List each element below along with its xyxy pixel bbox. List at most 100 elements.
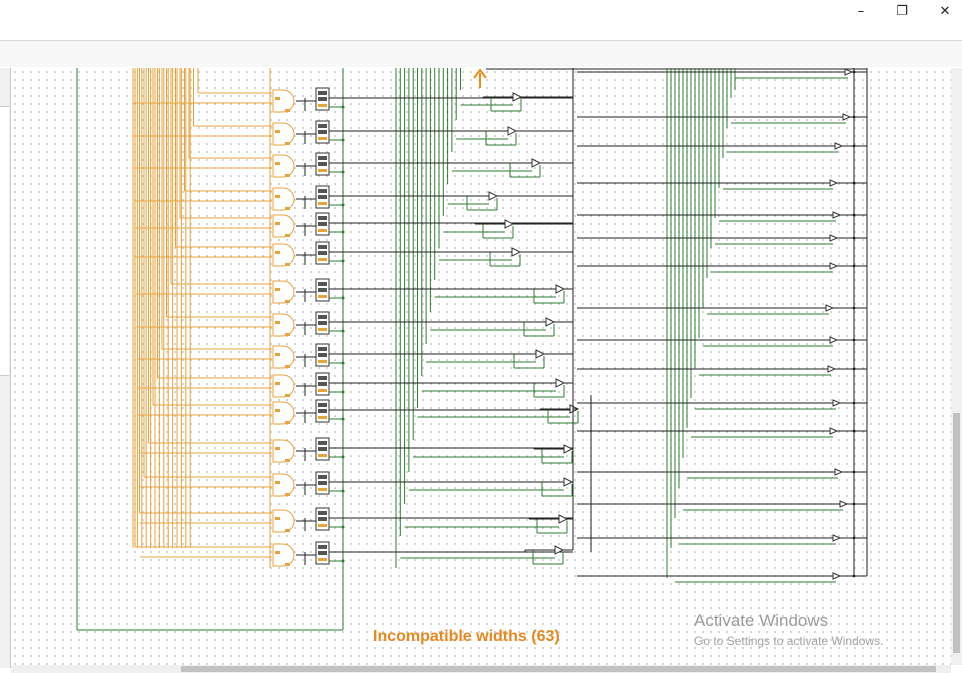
gate-pin-label [285,300,290,303]
register-bits [318,347,327,351]
tristate-buffer [512,92,523,102]
tristate-buffer [558,514,569,524]
gate-pin-label [275,409,280,412]
register-label [318,328,327,331]
register-bits [318,162,327,166]
minimize-button[interactable]: – [857,3,865,19]
register-label [318,360,327,363]
toolbar-strip [0,41,962,67]
horizontal-scrollbar[interactable] [11,665,951,673]
register-bits [318,376,327,380]
register-bits [318,353,327,357]
register-bits [318,195,327,199]
circuit-canvas[interactable] [11,68,951,665]
gate-pin-label [275,321,280,324]
tristate-buffer [488,191,499,201]
close-button[interactable]: ✕ [939,3,951,19]
gate-pin-label [275,481,280,484]
gate-pin-label [275,353,280,356]
output-buffer [825,304,835,312]
and-gate [272,313,295,337]
output-buffer [829,336,839,344]
up-arrow-icon [473,68,487,79]
gate-pin-label [285,493,290,496]
gate-pin-label [285,234,290,237]
and-gate [272,154,295,178]
output-buffer [829,234,839,242]
gate-pin-label [285,563,290,566]
gate-pin-label [285,207,290,210]
gate-pin-label [275,447,280,450]
and-gate [272,439,295,463]
register-label [318,229,327,232]
junction-dot [341,203,345,207]
junction-dot [341,170,345,174]
vertical-scroll-thumb[interactable] [953,413,960,653]
horizontal-scroll-thumb[interactable] [181,666,936,672]
register-bits [318,251,327,255]
register-label [318,389,327,392]
register-bits [318,216,327,220]
junction-dot [341,105,345,109]
output-buffer [834,142,844,150]
and-gate [272,401,295,425]
register-bits [318,517,327,521]
output-buffer [844,68,854,76]
activation-watermark-title: Activate Windows [694,611,829,630]
output-buffer [842,113,852,121]
maximize-button[interactable]: ❐ [896,3,908,19]
gate-pin-label [275,195,280,198]
register-bits [318,481,327,485]
junction-dot [341,230,345,234]
gate-pin-label [285,263,290,266]
output-buffer [832,572,842,580]
tristate-buffer [555,378,566,388]
tristate-buffer [507,126,518,136]
register-bits [318,245,327,249]
register-bits [318,282,327,286]
and-gate [272,374,295,398]
and-gate [272,543,295,567]
circuit-diagram [76,68,868,631]
junction-dot [341,455,345,459]
junction-dot [341,390,345,394]
junction-dot [341,525,345,529]
register-bits [318,156,327,160]
and-gate [272,509,295,533]
register-bits [318,447,327,451]
output-buffer [827,365,837,373]
and-gate [272,122,295,146]
explorer-pane[interactable] [0,106,9,376]
junction-dot [341,259,345,263]
register-bits [318,403,327,407]
gate-pin-label [285,333,290,336]
vertical-scrollbar[interactable] [951,68,962,665]
register-bits [318,91,327,95]
gate-pin-label [275,382,280,385]
and-gate [272,243,295,267]
register-bits [318,189,327,193]
output-buffer [832,211,842,219]
tristate-buffer [555,284,566,294]
gate-pin-label [275,288,280,291]
register-bits [318,475,327,479]
and-gate [272,214,295,238]
output-buffer [829,262,839,270]
register-bits [318,382,327,386]
junction-dot [341,489,345,493]
error-message: Incompatible widths (63) [373,628,560,645]
gate-pin-label [275,517,280,520]
register-label [318,169,327,172]
gate-pin-label [285,459,290,462]
tristate-buffer [511,247,522,257]
tristate-buffer [504,219,515,229]
register-label [318,258,327,261]
tristate-buffer [554,545,565,555]
register-bits [318,124,327,128]
register-bits [318,409,327,413]
gate-pin-label [285,109,290,112]
register-bits [318,97,327,101]
register-label [318,524,327,527]
register-bits [318,321,327,325]
register-label [318,488,327,491]
